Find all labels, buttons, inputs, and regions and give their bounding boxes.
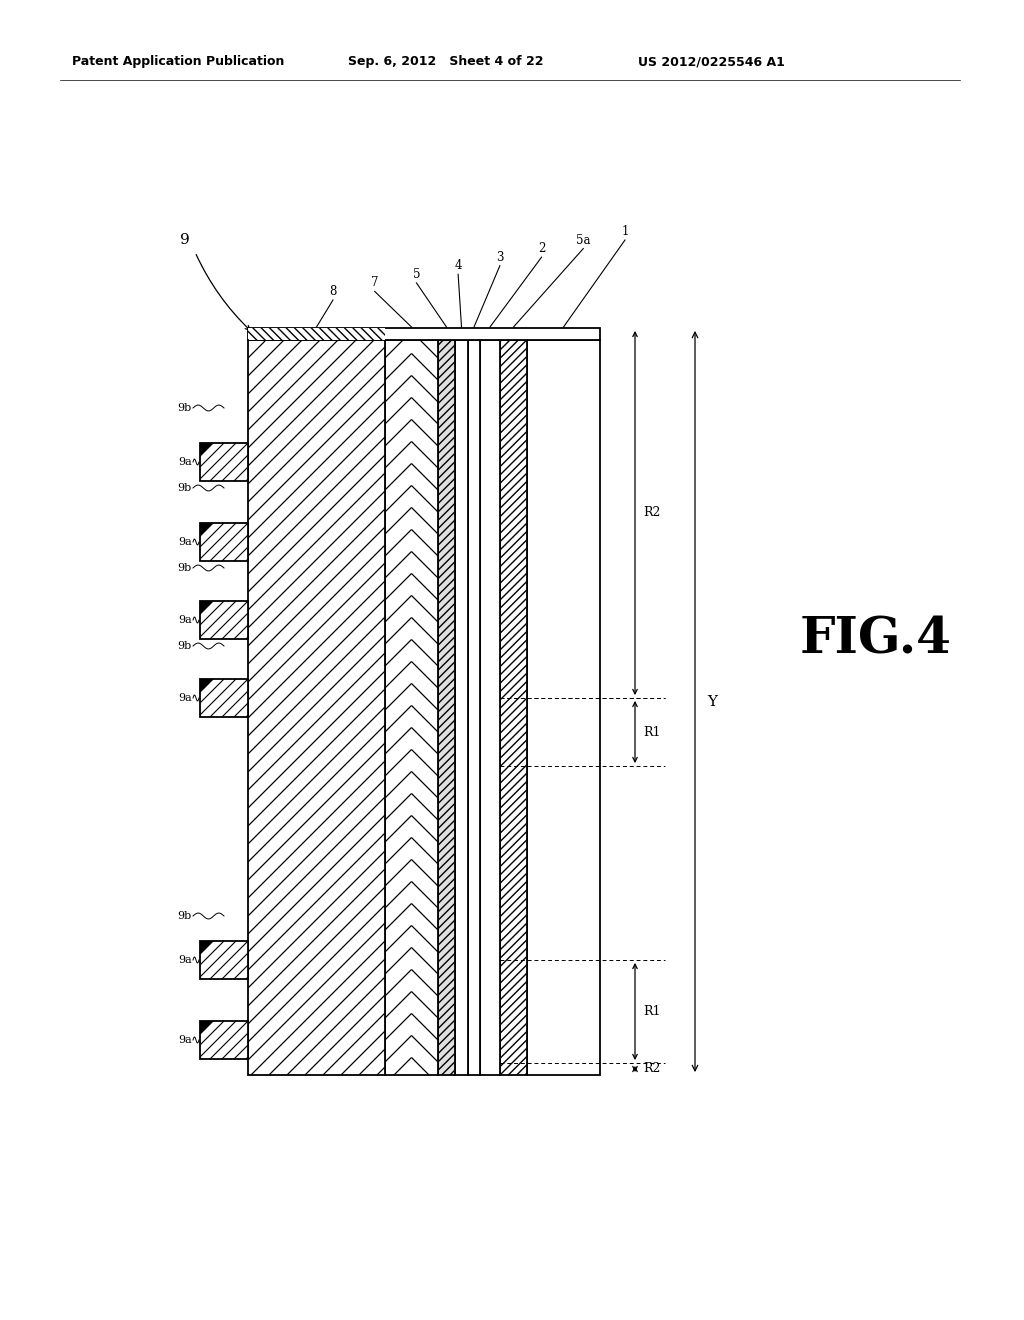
Polygon shape xyxy=(200,444,214,457)
Polygon shape xyxy=(200,523,214,537)
Text: R1: R1 xyxy=(643,1005,660,1018)
Polygon shape xyxy=(200,1020,214,1035)
Text: 3: 3 xyxy=(496,251,504,264)
Text: 9a: 9a xyxy=(178,457,193,467)
Bar xyxy=(500,341,527,1074)
Bar xyxy=(480,341,500,1074)
Bar xyxy=(200,444,248,480)
Bar xyxy=(248,341,385,1074)
Text: 9b: 9b xyxy=(178,642,193,651)
Text: US 2012/0225546 A1: US 2012/0225546 A1 xyxy=(638,55,784,69)
Bar xyxy=(200,523,248,561)
Text: 9a: 9a xyxy=(178,1035,193,1045)
Polygon shape xyxy=(200,601,214,615)
Text: 9a: 9a xyxy=(178,693,193,704)
Text: R1: R1 xyxy=(643,726,660,738)
Bar xyxy=(455,341,468,1074)
Polygon shape xyxy=(200,941,214,954)
Text: 5a: 5a xyxy=(577,234,591,247)
Text: 9b: 9b xyxy=(178,911,193,921)
Text: R2: R2 xyxy=(643,1063,660,1076)
Bar xyxy=(248,327,385,341)
Text: 9b: 9b xyxy=(178,403,193,413)
Bar xyxy=(200,941,248,979)
Text: 1: 1 xyxy=(622,224,629,238)
Text: 9a: 9a xyxy=(178,537,193,546)
Bar xyxy=(385,341,438,1074)
Bar xyxy=(468,341,480,1074)
Text: 9: 9 xyxy=(180,234,189,247)
Bar xyxy=(200,601,248,639)
Text: R2: R2 xyxy=(643,507,660,520)
Polygon shape xyxy=(200,678,214,693)
Text: 8: 8 xyxy=(330,285,337,298)
Text: 9b: 9b xyxy=(178,564,193,573)
Bar xyxy=(200,678,248,717)
Text: 2: 2 xyxy=(538,242,545,255)
Text: FIG.4: FIG.4 xyxy=(800,615,952,664)
Text: Sep. 6, 2012   Sheet 4 of 22: Sep. 6, 2012 Sheet 4 of 22 xyxy=(348,55,544,69)
Text: Y: Y xyxy=(707,694,717,709)
Bar xyxy=(248,327,600,341)
Text: 4: 4 xyxy=(455,259,462,272)
Text: 7: 7 xyxy=(371,276,379,289)
Bar xyxy=(200,1020,248,1059)
Text: 5: 5 xyxy=(413,268,420,281)
Text: Patent Application Publication: Patent Application Publication xyxy=(72,55,285,69)
Bar xyxy=(527,341,600,1074)
Text: 9a: 9a xyxy=(178,615,193,624)
Text: 9b: 9b xyxy=(178,483,193,492)
Text: 9a: 9a xyxy=(178,954,193,965)
Bar xyxy=(438,341,455,1074)
